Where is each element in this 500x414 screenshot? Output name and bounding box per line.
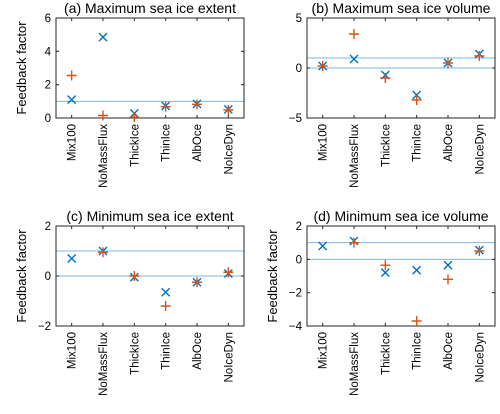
cross-marker-1 <box>412 265 422 275</box>
x-tick-label: Mix100 <box>67 124 79 161</box>
plus-marker-2 <box>474 51 485 61</box>
x-tick-label: AlbOce <box>192 124 204 162</box>
y-tick-label: 4 <box>45 46 52 58</box>
y-axis-label: Feedback factor <box>265 229 280 323</box>
panel-4: −4 −2 0 2 Mix100 NoMassFlux ThickIce ThinIce Alb… <box>265 208 496 396</box>
x-tick-label: Mix100 <box>318 124 330 161</box>
x-tick-label: AlbOce <box>443 332 455 370</box>
panel-title: (b) Maximum sea ice volume <box>312 0 491 16</box>
y-tick-label: 0 <box>296 254 302 266</box>
y-tick-label: 0 <box>296 63 302 75</box>
panel-3: −2 0 2 Mix100 NoMassFlux ThickIce ThinIce AlbOc… <box>14 208 245 396</box>
plus-marker-2 <box>443 274 453 285</box>
panel-title: (a) Maximum sea ice extent <box>64 0 236 16</box>
x-tick-label: ThinIce <box>161 332 173 370</box>
cross-marker-1 <box>443 260 453 270</box>
plus-marker-2 <box>223 267 234 278</box>
x-tick-label: ThinIce <box>412 332 424 370</box>
plus-marker-2 <box>349 29 359 39</box>
plus-marker-2 <box>66 70 77 81</box>
cross-marker-1 <box>67 95 77 105</box>
plus-marker-2 <box>443 58 453 68</box>
panel-2: −5 0 5 Mix100 NoMassFlux ThickIce ThinIce AlbOc… <box>289 0 496 188</box>
plus-marker-2 <box>98 110 108 121</box>
plus-marker-2 <box>160 101 171 112</box>
cross-marker-1 <box>67 254 77 263</box>
x-tick-label: AlbOce <box>192 332 204 370</box>
plus-marker-2 <box>411 95 422 105</box>
panel-1: 0 2 4 6 Mix100 NoMassFlux ThickIce ThinIce AlbOc… <box>14 0 245 188</box>
x-tick-label: ThickIce <box>380 332 392 375</box>
panel-title: (c) Minimum sea ice extent <box>66 208 233 224</box>
y-tick-label: 5 <box>296 13 302 25</box>
cross-marker-1 <box>161 287 171 297</box>
plus-marker-2 <box>380 73 391 83</box>
panel-title: (d) Minimum sea ice volume <box>313 208 488 224</box>
plus-marker-2 <box>317 61 328 71</box>
x-tick-label: NoMassFlux <box>98 332 110 396</box>
x-tick-label: AlbOce <box>443 124 455 162</box>
plus-marker-2 <box>474 246 485 256</box>
plus-marker-2 <box>380 260 391 271</box>
y-tick-label: 6 <box>45 13 51 25</box>
x-tick-label: ThinIce <box>161 124 173 162</box>
plus-marker-2 <box>192 99 202 110</box>
x-tick-label: NoMassFlux <box>349 332 361 396</box>
cross-marker-1 <box>318 241 328 251</box>
y-axis-label: Feedback factor <box>14 229 29 323</box>
plus-marker-2 <box>129 271 140 281</box>
x-tick-label: NoMassFlux <box>349 124 361 188</box>
y-tick-label: 2 <box>296 221 302 233</box>
y-tick-label: −5 <box>289 113 302 125</box>
x-tick-label: ThickIce <box>129 332 141 375</box>
plus-marker-2 <box>223 105 234 115</box>
cross-marker-1 <box>98 32 108 42</box>
x-tick-label: Mix100 <box>67 332 79 369</box>
plus-marker-2 <box>411 316 422 326</box>
x-tick-label: NoMassFlux <box>98 124 110 188</box>
y-tick-label: 2 <box>45 80 51 92</box>
y-axis-label: Feedback factor <box>14 21 29 115</box>
cross-marker-1 <box>380 268 390 278</box>
plus-marker-2 <box>349 237 359 248</box>
axes-box <box>55 17 245 119</box>
x-tick-label: NoIceDyn <box>474 124 486 175</box>
x-tick-label: NoIceDyn <box>223 332 235 383</box>
plus-marker-2 <box>160 301 171 311</box>
y-tick-label: 2 <box>45 221 51 233</box>
y-tick-label: 0 <box>45 271 51 283</box>
x-tick-label: ThickIce <box>129 124 141 167</box>
y-tick-label: −2 <box>38 321 51 333</box>
x-tick-label: NoIceDyn <box>474 332 486 383</box>
plus-marker-2 <box>129 112 140 123</box>
y-tick-label: −4 <box>289 321 303 333</box>
cross-marker-1 <box>349 54 359 64</box>
x-tick-label: NoIceDyn <box>223 124 235 175</box>
plus-marker-2 <box>192 277 202 288</box>
plus-marker-2 <box>98 247 108 258</box>
y-tick-label: −2 <box>289 288 302 300</box>
axes-box <box>306 225 496 327</box>
x-tick-label: ThinIce <box>412 124 424 162</box>
x-tick-label: ThickIce <box>380 124 392 167</box>
x-tick-label: Mix100 <box>318 332 330 369</box>
y-tick-label: 0 <box>45 113 51 125</box>
